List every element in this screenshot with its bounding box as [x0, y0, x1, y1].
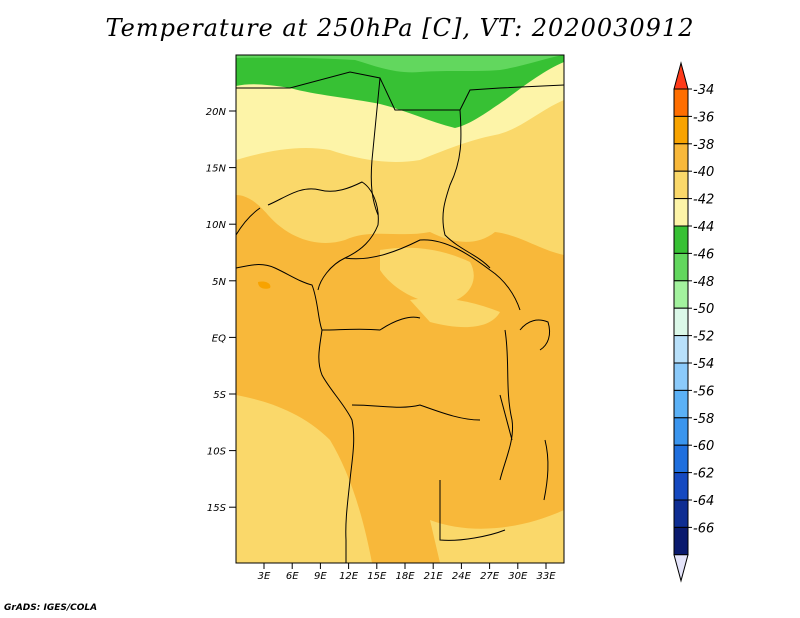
plot-frame: [235, 54, 565, 564]
field-green-top: [236, 55, 564, 73]
lat-tick-label: EQ: [212, 333, 226, 344]
temperature-field: [236, 55, 564, 563]
lat-tick-label: 10S: [207, 447, 227, 458]
colorbar-segment: [673, 307, 689, 337]
chad-sudan-border: [442, 109, 491, 269]
lat-tick-label: 10N: [206, 220, 227, 231]
lon-tick-label: 33E: [536, 571, 556, 582]
lake-malawi: [543, 439, 549, 501]
colorbar-label: -58: [693, 412, 714, 427]
field-southeast-band: [430, 510, 564, 563]
map-borders: [236, 71, 564, 563]
colorbar-label: -54: [693, 357, 714, 372]
colorbar-segment: [673, 225, 689, 254]
lon-tick-label: 24E: [452, 571, 472, 582]
field-central-patch: [380, 247, 474, 305]
colorbar-label: -56: [693, 384, 714, 399]
northern-borders: [236, 71, 564, 111]
colorbar-segment: [673, 417, 689, 446]
lon-tick-label: 6E: [286, 571, 299, 582]
lat-tick-label: 5S: [213, 390, 226, 401]
lat-tick-label: 5N: [212, 277, 226, 288]
zambia-border: [439, 480, 506, 541]
colorbar-segment: [673, 198, 689, 227]
field-central-patch-2: [410, 298, 500, 328]
lat-tick-label: 15S: [207, 503, 227, 514]
atlantic-coastline: [236, 264, 355, 563]
lon-tick-label: 21E: [424, 571, 444, 582]
lon-tick-label: 12E: [339, 571, 359, 582]
colorbar-segment: [673, 444, 689, 474]
colorbar-label: -38: [693, 138, 714, 153]
colorbar-label: -44: [693, 220, 714, 235]
colorbar-segment: [673, 88, 689, 117]
longitude-axis: 3E 6E 9E 12E 15E 18E 21E 24E 27E 30E 33E: [258, 563, 556, 582]
niger-chad-border: [370, 77, 381, 216]
field-southwest-band: [236, 395, 372, 563]
latitude-axis: 20N 15N 10N 5N EQ 5S 10S 15S: [206, 107, 236, 514]
colorbar-label: -34: [693, 83, 714, 98]
lake-victoria: [519, 319, 551, 351]
colorbar-label: -36: [693, 110, 714, 125]
field-warm-blob: [258, 281, 271, 289]
grads-credit: GrADS: IGES/COLA: [4, 603, 98, 613]
colorbar-segment: [673, 280, 689, 309]
colorbar-label: -62: [693, 467, 714, 482]
map-title: Temperature at 250hPa [C], VT: 202003091…: [105, 14, 695, 42]
colorbar-segment: [673, 499, 689, 528]
colorbar-segment: [673, 472, 689, 501]
lon-tick-label: 18E: [395, 571, 415, 582]
colorbar-label: -48: [693, 275, 714, 290]
colorbar-label: -46: [693, 247, 714, 262]
colorbar-segment: [673, 115, 689, 145]
colorbar-top-arrow: [673, 61, 689, 90]
lon-tick-label: 30E: [508, 571, 528, 582]
colorbar-segment: [673, 335, 689, 364]
lake-tanganyika: [499, 394, 513, 441]
angola-drc-border: [351, 404, 481, 421]
colorbar-segment: [673, 389, 689, 419]
lon-tick-label: 15E: [367, 571, 387, 582]
colorbar-label: -66: [693, 521, 714, 536]
colorbar-label: -52: [693, 330, 714, 345]
colorbar-segment: [673, 252, 689, 282]
colorbar-bottom-arrow: [673, 554, 689, 583]
great-lakes-line: [499, 329, 514, 481]
lon-tick-label: 9E: [314, 571, 327, 582]
colorbar: -34 -36 -38 -40 -42 -44 -46 -48 -50 -52 -54 -56 -58 -…: [673, 61, 714, 583]
colorbar-segment: [673, 170, 689, 200]
lon-tick-label: 27E: [480, 571, 500, 582]
colorbar-segment: [673, 526, 689, 556]
colorbar-label: -42: [693, 193, 714, 208]
nigeria-border: [267, 181, 379, 291]
car-border: [344, 239, 521, 311]
gabon-congo-border: [321, 316, 421, 331]
colorbar-segment: [673, 362, 689, 391]
colorbar-label: -40: [693, 165, 714, 180]
colorbar-label: -60: [693, 439, 714, 454]
field-green-belt: [236, 55, 564, 128]
lon-tick-label: 3E: [258, 571, 271, 582]
colorbar-label: -50: [693, 302, 714, 317]
west-coastline: [236, 207, 261, 236]
colorbar-label: -64: [693, 494, 714, 509]
lat-tick-label: 20N: [206, 107, 227, 118]
colorbar-segment: [673, 143, 689, 172]
lat-tick-label: 15N: [206, 164, 227, 175]
